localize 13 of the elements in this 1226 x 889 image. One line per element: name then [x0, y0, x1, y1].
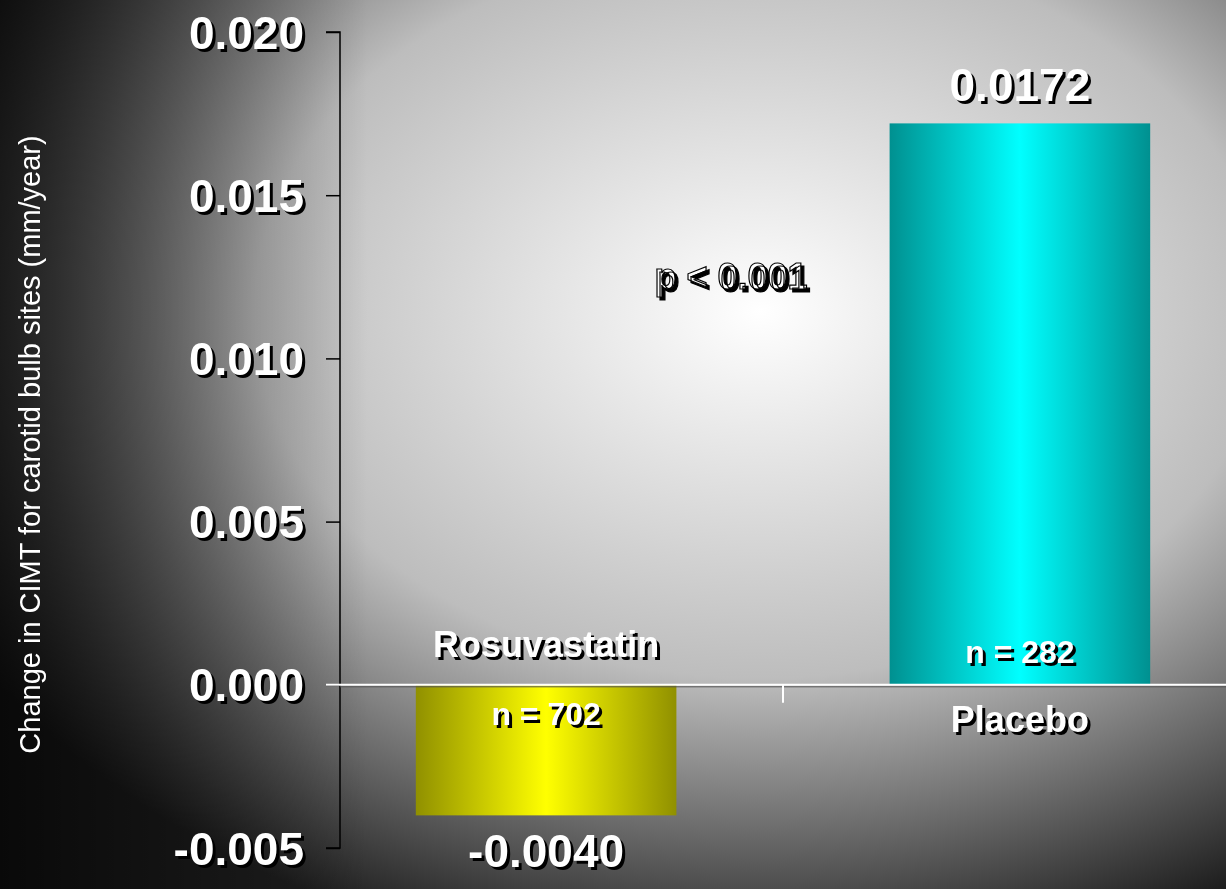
y-tick-label: 0.005: [188, 496, 304, 549]
y-axis-title: Change in CIMT for carotid bulb sites (mm/year): [14, 135, 46, 754]
y-tick-label: 0.010: [188, 333, 304, 385]
x-tick-label: Rosuvastatin: [433, 623, 660, 665]
data-label: -0.0040: [468, 825, 625, 878]
data-label: 0.0172: [949, 59, 1091, 112]
annotation: n = 282: [965, 633, 1075, 670]
x-tick-label: Placebo: [950, 698, 1089, 740]
y-tick-label: -0.005: [173, 822, 304, 875]
annotation: n = 702: [491, 695, 601, 732]
y-tick-label: 0.020: [188, 6, 304, 59]
y-tick-label: 0.000: [188, 659, 304, 712]
y-tick-label: 0.015: [188, 169, 304, 222]
